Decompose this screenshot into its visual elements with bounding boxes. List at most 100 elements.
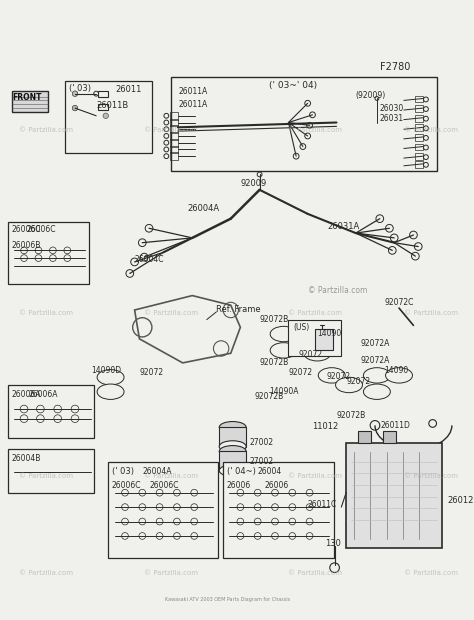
- Text: © Partzilla.com: © Partzilla.com: [144, 570, 198, 575]
- Bar: [170, 112, 178, 120]
- Text: 14090: 14090: [384, 366, 409, 374]
- Text: (' 03): (' 03): [111, 467, 134, 476]
- Text: 92072: 92072: [327, 373, 351, 381]
- Bar: [219, 451, 246, 471]
- Text: 130: 130: [325, 539, 341, 548]
- Text: 26006A: 26006A: [29, 390, 58, 399]
- Ellipse shape: [364, 384, 391, 399]
- Bar: [65, 81, 152, 153]
- Text: (' 03): (' 03): [69, 84, 91, 93]
- Text: 92072: 92072: [346, 378, 370, 386]
- Text: © Partzilla.com: © Partzilla.com: [144, 474, 198, 479]
- Text: 92072: 92072: [139, 368, 164, 377]
- Ellipse shape: [219, 446, 246, 457]
- Text: 92072: 92072: [289, 368, 312, 377]
- Text: 26011A: 26011A: [179, 100, 208, 109]
- Bar: [108, 462, 218, 558]
- Text: 26006: 26006: [264, 481, 289, 490]
- Bar: [415, 105, 423, 112]
- Ellipse shape: [270, 343, 297, 358]
- Bar: [8, 385, 94, 438]
- Text: © Partzilla.com: © Partzilla.com: [289, 127, 342, 133]
- Text: © Partzilla.com: © Partzilla.com: [19, 127, 73, 133]
- Bar: [415, 125, 423, 131]
- Bar: [11, 91, 48, 112]
- Bar: [358, 431, 371, 443]
- Text: 14090A: 14090A: [269, 387, 299, 396]
- Text: 26006C: 26006C: [149, 481, 179, 490]
- Text: © Partzilla.com: © Partzilla.com: [19, 474, 73, 479]
- Bar: [415, 153, 423, 160]
- Text: © Partzilla.com: © Partzilla.com: [404, 570, 458, 575]
- Text: 26006C: 26006C: [11, 226, 41, 234]
- Text: 26004: 26004: [258, 467, 282, 476]
- Text: (' 04~): (' 04~): [227, 467, 256, 476]
- Bar: [223, 462, 334, 558]
- Bar: [415, 95, 423, 102]
- Text: © Partzilla.com: © Partzilla.com: [404, 310, 458, 316]
- Bar: [170, 132, 178, 140]
- Bar: [170, 153, 178, 160]
- Text: 92072B: 92072B: [255, 392, 284, 401]
- Bar: [170, 146, 178, 153]
- Text: © Partzilla.com: © Partzilla.com: [308, 286, 367, 295]
- Text: 27002: 27002: [250, 457, 274, 466]
- Text: 92072A: 92072A: [361, 339, 390, 348]
- Text: 26006C: 26006C: [111, 481, 141, 490]
- Ellipse shape: [219, 465, 246, 476]
- Bar: [346, 443, 442, 549]
- Bar: [315, 329, 333, 350]
- Ellipse shape: [73, 91, 78, 96]
- Text: 26006B: 26006B: [11, 241, 41, 250]
- Text: 26004A: 26004A: [142, 467, 172, 476]
- Text: 27002: 27002: [250, 438, 274, 447]
- Text: 26031: 26031: [380, 114, 404, 123]
- Text: © Partzilla.com: © Partzilla.com: [289, 474, 342, 479]
- Text: © Partzilla.com: © Partzilla.com: [144, 310, 198, 316]
- Text: 26011D: 26011D: [381, 420, 410, 430]
- Text: 26011: 26011: [115, 85, 142, 94]
- Bar: [289, 320, 341, 356]
- Bar: [170, 125, 178, 133]
- Text: 26012: 26012: [447, 495, 474, 505]
- Bar: [8, 221, 90, 284]
- Bar: [415, 115, 423, 122]
- Text: 26004A: 26004A: [188, 204, 219, 213]
- Ellipse shape: [304, 345, 331, 361]
- Text: 92072B: 92072B: [260, 358, 289, 367]
- Ellipse shape: [219, 441, 246, 453]
- Text: Kawasaki ATV 2003 OEM Parts Diagram for Chassis: Kawasaki ATV 2003 OEM Parts Diagram for …: [165, 596, 291, 601]
- Ellipse shape: [97, 370, 124, 385]
- Text: © Partzilla.com: © Partzilla.com: [404, 474, 458, 479]
- Bar: [415, 144, 423, 151]
- Text: 26031A: 26031A: [327, 221, 359, 231]
- Text: 92009: 92009: [240, 179, 266, 188]
- Bar: [415, 134, 423, 141]
- Text: © Partzilla.com: © Partzilla.com: [144, 127, 198, 133]
- Text: © Partzilla.com: © Partzilla.com: [404, 127, 458, 133]
- Text: 14090D: 14090D: [91, 366, 121, 374]
- Text: 92072B: 92072B: [337, 411, 366, 420]
- Text: © Partzilla.com: © Partzilla.com: [19, 570, 73, 575]
- Ellipse shape: [385, 368, 412, 383]
- Bar: [98, 104, 108, 110]
- Text: 92072B: 92072B: [260, 315, 289, 324]
- Text: 26011C: 26011C: [308, 500, 337, 510]
- Bar: [98, 91, 108, 97]
- Text: 26006C: 26006C: [27, 226, 56, 234]
- Text: 26004B: 26004B: [11, 454, 41, 463]
- Ellipse shape: [73, 105, 78, 111]
- Text: 14090: 14090: [317, 329, 342, 339]
- Text: © Partzilla.com: © Partzilla.com: [19, 310, 73, 316]
- Text: 26004C: 26004C: [135, 255, 164, 264]
- Text: © Partzilla.com: © Partzilla.com: [289, 310, 342, 316]
- Ellipse shape: [219, 422, 246, 433]
- Text: 26011A: 26011A: [179, 87, 208, 96]
- Text: © Partzilla.com: © Partzilla.com: [289, 570, 342, 575]
- Ellipse shape: [318, 368, 345, 383]
- Ellipse shape: [97, 384, 124, 399]
- Ellipse shape: [103, 113, 109, 118]
- Text: (92009): (92009): [356, 91, 386, 100]
- Text: 26011B: 26011B: [96, 101, 128, 110]
- Bar: [219, 427, 246, 446]
